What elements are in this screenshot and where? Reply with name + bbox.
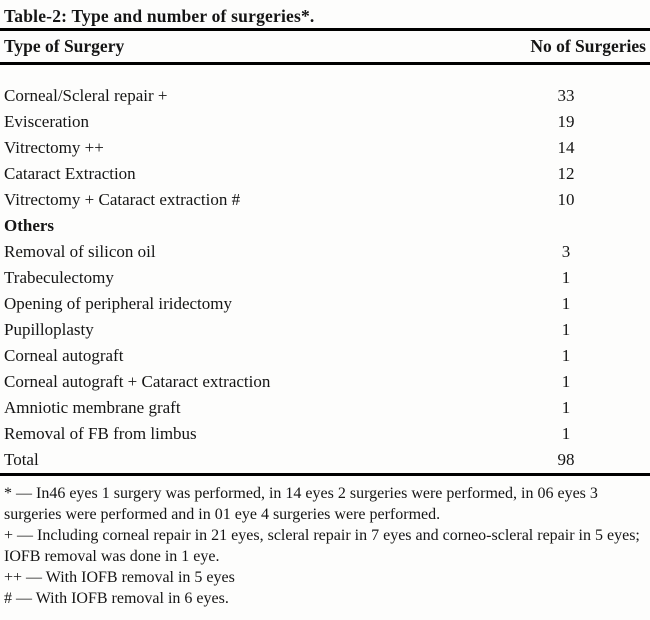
- row-value: 12: [557, 164, 575, 183]
- section-label: Others: [4, 216, 55, 235]
- footnotes: * — In46 eyes 1 surgery was performed, i…: [0, 476, 650, 609]
- table-row: Opening of peripheral iridectomy 1: [0, 291, 650, 317]
- header-rule: [0, 62, 650, 65]
- row-label: Corneal autograft + Cataract extraction: [4, 372, 271, 391]
- table-row: Cataract Extraction 12: [0, 161, 650, 187]
- total-value: 98: [557, 450, 575, 469]
- row-label: Corneal/Scleral repair +: [4, 86, 168, 105]
- row-label: Corneal autograft: [4, 346, 124, 365]
- table-row: Evisceration 19: [0, 109, 650, 135]
- table-body: Corneal/Scleral repair + 33 Evisceration…: [0, 83, 650, 473]
- row-label: Evisceration: [4, 112, 89, 131]
- row-value: 10: [557, 190, 575, 209]
- table-row: Vitrectomy ++ 14: [0, 135, 650, 161]
- table-title: Table-2: Type and number of surgeries*.: [4, 6, 315, 26]
- table-row: Trabeculectomy 1: [0, 265, 650, 291]
- total-label: Total: [4, 450, 39, 469]
- footnote-hash: # — With IOFB removal in 6 eyes.: [4, 590, 229, 607]
- row-value: 14: [557, 138, 575, 157]
- row-value: 1: [561, 268, 571, 287]
- table-row: Removal of FB from limbus 1: [0, 421, 650, 447]
- row-label: Opening of peripheral iridectomy: [4, 294, 233, 313]
- bottom-rule: [0, 473, 650, 476]
- row-label: Cataract Extraction: [4, 164, 136, 183]
- table-header-row: Type of Surgery No of Surgeries: [0, 31, 650, 62]
- row-label: Vitrectomy + Cataract extraction #: [4, 190, 241, 209]
- column-header-type: Type of Surgery: [4, 36, 125, 56]
- row-label: Vitrectomy ++: [4, 138, 104, 157]
- row-value: 3: [561, 242, 571, 261]
- row-label: Removal of silicon oil: [4, 242, 156, 261]
- column-header-count: No of Surgeries: [530, 36, 646, 56]
- footnote-double-plus: ++ — With IOFB removal in 5 eyes: [4, 569, 235, 586]
- row-value: 1: [561, 294, 571, 313]
- row-value: 1: [561, 424, 571, 443]
- row-value: 1: [561, 398, 571, 417]
- table-row: Vitrectomy + Cataract extraction # 10: [0, 187, 650, 213]
- table-row: Amniotic membrane graft 1: [0, 395, 650, 421]
- row-label: Trabeculectomy: [4, 268, 114, 287]
- table-row: Corneal autograft + Cataract extraction …: [0, 369, 650, 395]
- row-value: 19: [557, 112, 575, 131]
- footnote-asterisk: * — In46 eyes 1 surgery was performed, i…: [4, 485, 598, 523]
- row-value: 1: [561, 372, 571, 391]
- table-row: Corneal/Scleral repair + 33: [0, 83, 650, 109]
- header-gap: [0, 65, 650, 83]
- table-row: Corneal autograft 1: [0, 343, 650, 369]
- row-value: 1: [561, 320, 571, 339]
- table-section-row-others: Others: [0, 213, 650, 239]
- table-row: Pupilloplasty 1: [0, 317, 650, 343]
- footnote-plus: + — Including corneal repair in 21 eyes,…: [4, 527, 640, 565]
- row-value: 1: [561, 346, 571, 365]
- top-rule: [0, 28, 650, 31]
- table-row: Removal of silicon oil 3: [0, 239, 650, 265]
- row-label: Amniotic membrane graft: [4, 398, 181, 417]
- row-value: 33: [557, 86, 575, 105]
- table-row-total: Total 98: [0, 447, 650, 473]
- row-label: Removal of FB from limbus: [4, 424, 197, 443]
- row-label: Pupilloplasty: [4, 320, 94, 339]
